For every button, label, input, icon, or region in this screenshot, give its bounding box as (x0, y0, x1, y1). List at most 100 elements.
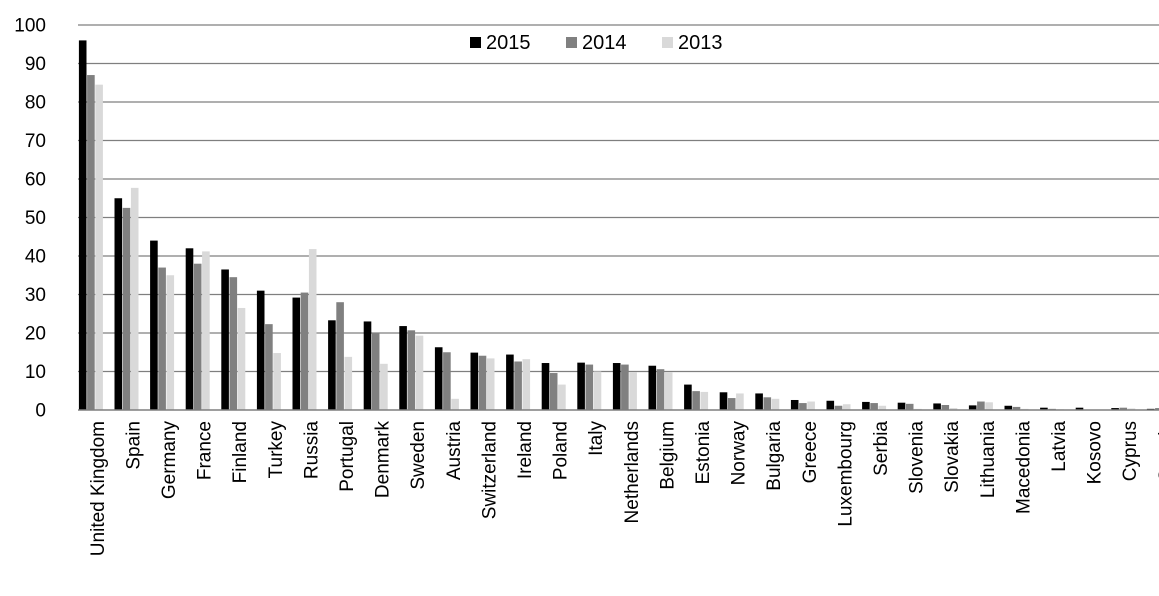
bar-2013 (237, 307, 246, 410)
bar-2015 (968, 405, 977, 410)
bar-2015 (862, 401, 870, 410)
x-category-label: Latvia (1049, 421, 1070, 472)
legend: 2015 2014 2013 (470, 32, 723, 54)
legend-swatch-2015 (470, 37, 481, 48)
bar-2013 (593, 371, 602, 410)
bar-2014 (407, 330, 416, 410)
bar-2015 (78, 40, 87, 411)
bar-2015 (541, 363, 550, 410)
bar-2015 (399, 326, 407, 410)
x-category-label: Lithuania (978, 421, 999, 499)
bar-2013 (273, 353, 281, 410)
y-tick-label: 0 (35, 401, 46, 422)
bar-2013 (771, 398, 780, 410)
x-category-label: Cyprus (1120, 421, 1141, 481)
y-tick-label: 60 (25, 170, 46, 191)
x-category-label: Spain (123, 421, 144, 470)
bar-2015 (755, 393, 763, 410)
bar-2014 (443, 352, 451, 410)
x-category-label: Slovakia (942, 421, 963, 493)
bar-2013 (380, 363, 388, 410)
bar-2014 (1119, 407, 1128, 410)
bar-2013 (700, 391, 709, 410)
bar-2013 (522, 359, 531, 410)
bar-2015 (256, 290, 265, 410)
x-category-label: Croatia (1156, 421, 1159, 483)
bar-2013 (807, 401, 815, 410)
y-tick-label: 50 (25, 208, 46, 229)
y-tick-label: 20 (25, 324, 46, 345)
bar-2015 (790, 399, 799, 410)
y-tick-label: 30 (25, 285, 46, 306)
bar-2015 (826, 400, 835, 410)
legend-swatch-2013 (662, 37, 673, 48)
bar-2014 (122, 207, 131, 411)
bar-2014 (621, 364, 629, 410)
bar-2014 (1155, 408, 1159, 410)
x-category-label: Denmark (373, 421, 394, 499)
y-tick-label: 80 (25, 93, 46, 114)
x-category-label: Italy (586, 421, 607, 456)
bar-2015 (897, 402, 906, 410)
x-category-label: Bulgaria (764, 421, 785, 491)
x-category-label: United Kingdom (88, 421, 109, 556)
bar-2015 (577, 362, 585, 410)
bar-2014 (905, 403, 914, 410)
bar-2014 (585, 364, 594, 410)
bar-2013 (202, 251, 210, 410)
bar-2015 (185, 248, 194, 410)
y-tick-label: 10 (25, 362, 46, 383)
x-category-label: Russia (301, 421, 322, 480)
bar-2015 (150, 240, 158, 410)
x-category-label: Switzerland (479, 421, 500, 519)
bar-2013 (842, 404, 851, 410)
x-axis-category-labels: United Kingdom Spain Germany France Finland T… (88, 421, 1159, 557)
bar-2013 (415, 335, 424, 410)
x-category-label: France (195, 421, 216, 480)
x-category-label: Serbia (871, 421, 892, 476)
bar-2014 (727, 398, 736, 410)
y-tick-label: 40 (25, 247, 46, 268)
legend-label: 2013 (678, 32, 723, 54)
bar-2015 (328, 320, 336, 410)
bar-2015 (1075, 407, 1084, 410)
bar-2014 (193, 263, 202, 410)
y-tick-label: 100 (14, 16, 46, 37)
legend-label: 2014 (582, 32, 627, 54)
bar-2014 (158, 267, 166, 410)
bar-2014 (371, 333, 380, 410)
bar-2014 (514, 361, 522, 410)
x-category-label: Norway (729, 421, 750, 486)
x-category-label: Macedonia (1013, 421, 1034, 514)
bar-2015 (114, 198, 123, 410)
bar-2014 (870, 403, 878, 410)
bar-2014 (656, 369, 665, 410)
bar-2013 (629, 372, 637, 410)
bar-2014 (300, 292, 309, 410)
bar-2015 (719, 392, 728, 410)
bar-2015 (648, 365, 657, 410)
bar-2014 (799, 403, 807, 410)
x-category-label: Germany (159, 421, 180, 500)
x-category-label: Estonia (693, 421, 714, 485)
x-category-label: Turkey (266, 421, 287, 479)
bar-2014 (336, 302, 344, 410)
bar-2015 (1040, 407, 1048, 410)
bar-2015 (292, 297, 301, 410)
bar-2015 (1004, 405, 1013, 410)
y-axis-tick-labels: 0 10 20 30 40 50 60 70 80 90 100 (14, 16, 46, 422)
x-category-label: Kosovo (1085, 421, 1106, 484)
bar-2015 (612, 363, 621, 410)
bar-2014 (763, 397, 772, 410)
bar-2013 (1127, 408, 1136, 410)
x-category-label: Poland (551, 421, 572, 480)
bar-2013 (878, 405, 887, 410)
bar-2013 (985, 402, 993, 410)
bar-2013 (130, 187, 139, 410)
x-category-label: Slovenia (907, 421, 928, 494)
y-tick-label: 90 (25, 54, 46, 75)
bar-2014 (977, 401, 985, 410)
y-tick-label: 70 (25, 131, 46, 152)
bar-2015 (933, 403, 941, 410)
